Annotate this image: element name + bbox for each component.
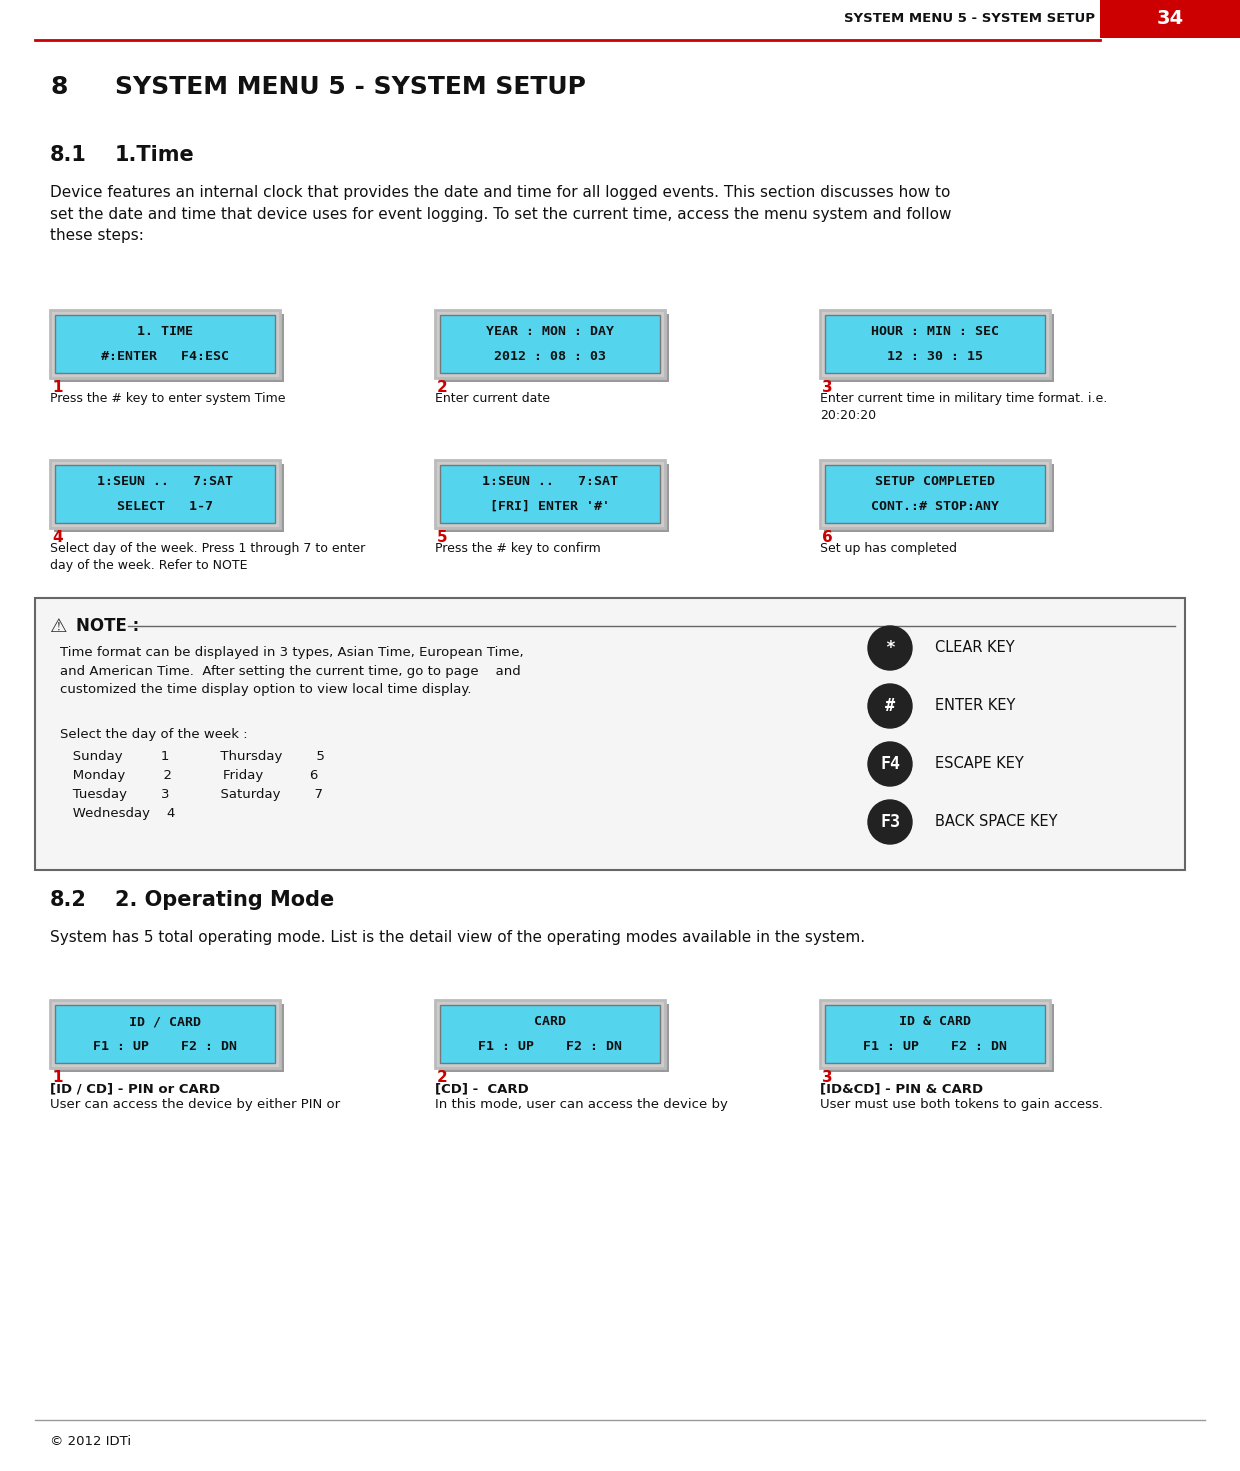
FancyBboxPatch shape bbox=[440, 465, 660, 524]
Bar bbox=[35, 599, 1185, 869]
Text: Enter current date: Enter current date bbox=[435, 391, 551, 405]
FancyBboxPatch shape bbox=[55, 1005, 275, 1064]
FancyBboxPatch shape bbox=[825, 463, 1054, 533]
Text: 2: 2 bbox=[436, 380, 448, 396]
Text: F1 : UP    F2 : DN: F1 : UP F2 : DN bbox=[863, 1040, 1007, 1053]
Text: 8: 8 bbox=[50, 75, 67, 99]
Text: Press the # key to enter system Time: Press the # key to enter system Time bbox=[50, 391, 285, 405]
FancyBboxPatch shape bbox=[55, 1005, 284, 1072]
Text: SYSTEM MENU 5 - SYSTEM SETUP: SYSTEM MENU 5 - SYSTEM SETUP bbox=[115, 75, 585, 99]
FancyBboxPatch shape bbox=[820, 460, 1050, 528]
Text: 4: 4 bbox=[52, 530, 63, 544]
Text: In this mode, user can access the device by: In this mode, user can access the device… bbox=[435, 1097, 728, 1111]
FancyBboxPatch shape bbox=[55, 465, 275, 524]
Text: Sunday         1            Thursday        5
   Monday         2            Fri: Sunday 1 Thursday 5 Monday 2 Fri bbox=[60, 750, 325, 819]
Text: ⚠: ⚠ bbox=[50, 616, 67, 635]
Text: *: * bbox=[885, 638, 895, 658]
Text: 1:SEUN ..   7:SAT: 1:SEUN .. 7:SAT bbox=[482, 475, 618, 488]
Text: 2. Operating Mode: 2. Operating Mode bbox=[115, 890, 335, 911]
FancyBboxPatch shape bbox=[439, 463, 670, 533]
Text: [CD] -  CARD: [CD] - CARD bbox=[435, 1083, 528, 1094]
Text: 12 : 30 : 15: 12 : 30 : 15 bbox=[887, 350, 983, 363]
Text: ID / CARD: ID / CARD bbox=[129, 1015, 201, 1028]
Text: [FRI] ENTER '#': [FRI] ENTER '#' bbox=[490, 500, 610, 513]
FancyBboxPatch shape bbox=[820, 310, 1050, 378]
Text: 6: 6 bbox=[822, 530, 833, 544]
Circle shape bbox=[868, 800, 911, 844]
FancyBboxPatch shape bbox=[820, 1000, 1050, 1068]
Text: 1: 1 bbox=[52, 1069, 62, 1086]
FancyBboxPatch shape bbox=[435, 460, 665, 528]
FancyBboxPatch shape bbox=[440, 315, 660, 374]
Text: ENTER KEY: ENTER KEY bbox=[935, 699, 1016, 713]
Text: Enter current time in military time format. i.e.
20:20:20: Enter current time in military time form… bbox=[820, 391, 1107, 422]
Text: SYSTEM MENU 5 - SYSTEM SETUP: SYSTEM MENU 5 - SYSTEM SETUP bbox=[844, 12, 1095, 25]
Text: 2: 2 bbox=[436, 1069, 448, 1086]
Text: YEAR : MON : DAY: YEAR : MON : DAY bbox=[486, 325, 614, 338]
Text: 1.Time: 1.Time bbox=[115, 146, 195, 165]
Text: Select the day of the week :: Select the day of the week : bbox=[60, 728, 248, 741]
Text: F4: F4 bbox=[880, 755, 900, 772]
Circle shape bbox=[868, 684, 911, 728]
Text: 1:SEUN ..   7:SAT: 1:SEUN .. 7:SAT bbox=[97, 475, 233, 488]
Circle shape bbox=[868, 627, 911, 669]
Text: 3: 3 bbox=[822, 1069, 832, 1086]
Text: #: # bbox=[885, 697, 895, 715]
Text: SETUP COMPLETED: SETUP COMPLETED bbox=[875, 475, 994, 488]
Text: CARD: CARD bbox=[534, 1015, 565, 1028]
Text: 34: 34 bbox=[1157, 9, 1183, 28]
FancyBboxPatch shape bbox=[825, 313, 1054, 382]
FancyBboxPatch shape bbox=[50, 460, 280, 528]
Text: ID & CARD: ID & CARD bbox=[899, 1015, 971, 1028]
Text: Select day of the week. Press 1 through 7 to enter
day of the week. Refer to NOT: Select day of the week. Press 1 through … bbox=[50, 541, 366, 572]
Text: [ID / CD] - PIN or CARD: [ID / CD] - PIN or CARD bbox=[50, 1083, 221, 1094]
Text: NOTE :: NOTE : bbox=[76, 616, 139, 635]
FancyBboxPatch shape bbox=[825, 1005, 1045, 1064]
FancyBboxPatch shape bbox=[825, 315, 1045, 374]
Text: 1: 1 bbox=[52, 380, 62, 396]
Text: System has 5 total operating mode. List is the detail view of the operating mode: System has 5 total operating mode. List … bbox=[50, 930, 866, 944]
FancyBboxPatch shape bbox=[435, 1000, 665, 1068]
Text: 1. TIME: 1. TIME bbox=[136, 325, 193, 338]
Text: 8.2: 8.2 bbox=[50, 890, 87, 911]
FancyBboxPatch shape bbox=[825, 465, 1045, 524]
FancyBboxPatch shape bbox=[825, 1005, 1054, 1072]
Text: HOUR : MIN : SEC: HOUR : MIN : SEC bbox=[870, 325, 999, 338]
Text: [ID&CD] - PIN & CARD: [ID&CD] - PIN & CARD bbox=[820, 1083, 983, 1094]
Text: User can access the device by either PIN or: User can access the device by either PIN… bbox=[50, 1097, 340, 1111]
FancyBboxPatch shape bbox=[435, 310, 665, 378]
Text: 2012 : 08 : 03: 2012 : 08 : 03 bbox=[494, 350, 606, 363]
FancyBboxPatch shape bbox=[440, 1005, 660, 1064]
FancyBboxPatch shape bbox=[50, 1000, 280, 1068]
Text: User must use both tokens to gain access.: User must use both tokens to gain access… bbox=[820, 1097, 1104, 1111]
Bar bbox=[1100, 0, 1240, 38]
Text: ESCAPE KEY: ESCAPE KEY bbox=[935, 756, 1024, 771]
FancyBboxPatch shape bbox=[55, 315, 275, 374]
Text: CLEAR KEY: CLEAR KEY bbox=[935, 640, 1014, 656]
Text: 3: 3 bbox=[822, 380, 832, 396]
Text: #:ENTER   F4:ESC: #:ENTER F4:ESC bbox=[100, 350, 229, 363]
FancyBboxPatch shape bbox=[50, 310, 280, 378]
Text: 8.1: 8.1 bbox=[50, 146, 87, 165]
FancyBboxPatch shape bbox=[55, 463, 284, 533]
FancyBboxPatch shape bbox=[55, 313, 284, 382]
Text: F1 : UP    F2 : DN: F1 : UP F2 : DN bbox=[477, 1040, 622, 1053]
Text: SELECT   1-7: SELECT 1-7 bbox=[117, 500, 213, 513]
Text: F1 : UP    F2 : DN: F1 : UP F2 : DN bbox=[93, 1040, 237, 1053]
FancyBboxPatch shape bbox=[439, 1005, 670, 1072]
Text: CONT.:# STOP:ANY: CONT.:# STOP:ANY bbox=[870, 500, 999, 513]
Text: © 2012 IDTi: © 2012 IDTi bbox=[50, 1436, 131, 1447]
Text: Press the # key to confirm: Press the # key to confirm bbox=[435, 541, 600, 555]
Text: F3: F3 bbox=[880, 813, 900, 831]
Text: BACK SPACE KEY: BACK SPACE KEY bbox=[935, 815, 1058, 830]
Text: 5: 5 bbox=[436, 530, 448, 544]
Text: Set up has completed: Set up has completed bbox=[820, 541, 957, 555]
Text: Time format can be displayed in 3 types, Asian Time, European Time,
and American: Time format can be displayed in 3 types,… bbox=[60, 646, 523, 696]
FancyBboxPatch shape bbox=[439, 313, 670, 382]
Circle shape bbox=[868, 741, 911, 786]
Text: Device features an internal clock that provides the date and time for all logged: Device features an internal clock that p… bbox=[50, 185, 951, 243]
